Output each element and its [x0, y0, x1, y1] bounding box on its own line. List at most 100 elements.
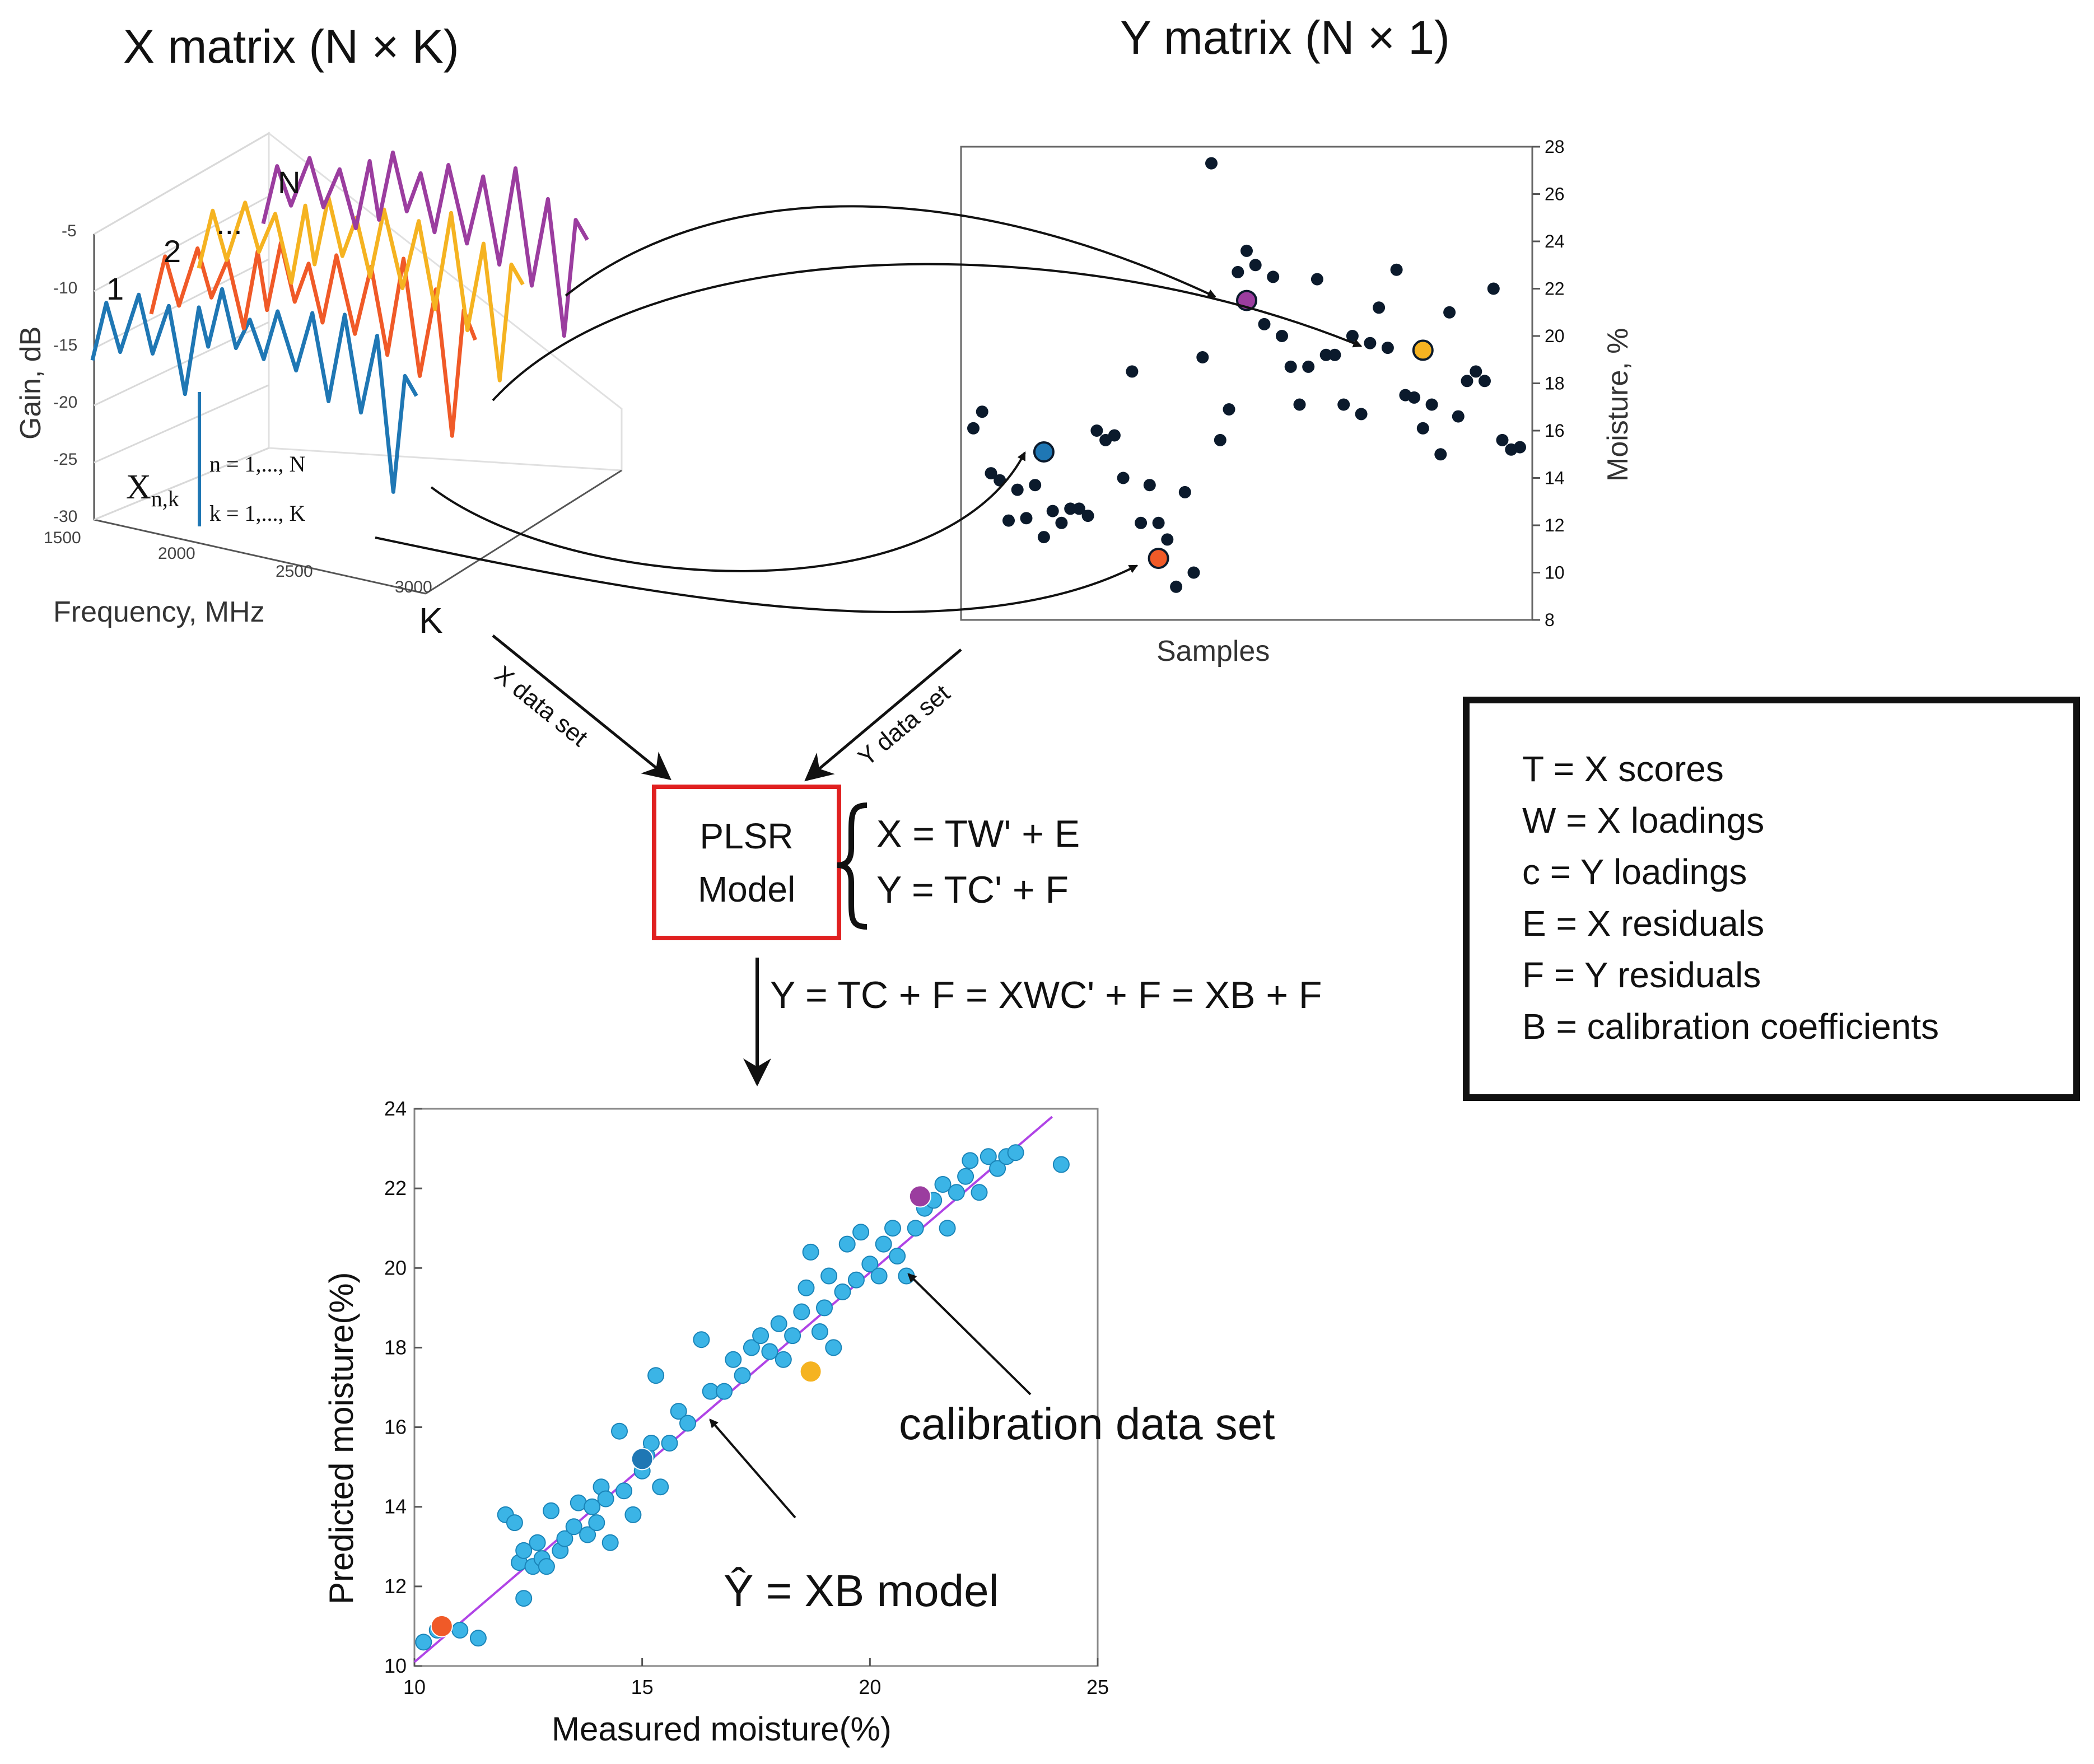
derivation-equation: Y = TC + F = XWC' + F = XB + F	[770, 974, 1322, 1016]
predicted-tick-label: 22	[384, 1177, 407, 1200]
predicted-tick-label: 10	[384, 1654, 407, 1677]
calibration-point	[615, 1482, 633, 1500]
moisture-tick-label: 26	[1545, 184, 1565, 204]
element-label: Xn,k	[126, 468, 179, 511]
calibration-point	[761, 1343, 778, 1360]
legend-item: T = X scores	[1522, 749, 1724, 789]
y-data-set-arrow	[804, 648, 962, 782]
sample-point	[1126, 365, 1139, 378]
calibration-point	[811, 1323, 828, 1340]
spectrum-series-N	[261, 150, 589, 338]
samples-plot-frame	[960, 146, 1533, 621]
sample-point	[1081, 510, 1094, 522]
calibration-point	[597, 1490, 614, 1508]
model-fit-line	[413, 1116, 1053, 1663]
calibration-point	[515, 1590, 533, 1607]
calibration-point	[989, 1160, 1006, 1177]
model-equation-x: X = TW' + E	[876, 813, 1080, 855]
sample-point	[1267, 270, 1280, 283]
predicted-tick-label: 14	[384, 1495, 407, 1518]
sample-point	[1479, 375, 1491, 388]
calibration-point	[802, 1243, 819, 1261]
calibration-point	[752, 1327, 769, 1345]
gain-tick: -15	[53, 336, 77, 354]
calibration-point	[948, 1184, 965, 1201]
sample-point	[1152, 516, 1165, 529]
sample-point	[1258, 318, 1271, 330]
measured-tick-label: 20	[859, 1676, 881, 1698]
calibration-point	[506, 1514, 523, 1532]
calibration-point	[1052, 1156, 1070, 1173]
sample-point	[1214, 433, 1226, 446]
moisture-ticks: 28 26 24 22 20 18 16 14 12 10 8	[1532, 137, 1565, 630]
calibration-point	[816, 1299, 833, 1317]
calibration-ticks: 10 15 20 25 24 22 20 18 16 14 12 10	[384, 1097, 1109, 1698]
calibration-point	[529, 1534, 546, 1551]
calibration-point	[415, 1634, 432, 1651]
sample-point	[1064, 502, 1077, 515]
calibration-point	[451, 1622, 469, 1639]
samples-axis-label: Samples	[1156, 635, 1270, 668]
sample-point	[1487, 282, 1500, 295]
sample-point	[1364, 337, 1377, 349]
calibration-point	[861, 1256, 879, 1273]
calibration-point	[693, 1331, 710, 1348]
y-matrix-title: Y matrix (N × 1)	[1120, 11, 1450, 64]
calibration-annotation-arrow	[907, 1273, 1032, 1396]
sample-point	[1002, 514, 1015, 527]
calibration-point	[579, 1526, 596, 1543]
series-label-2: 2	[164, 234, 181, 269]
plsr-model: PLSR Model X = TW' + E Y = TC' + F	[652, 785, 1080, 940]
sample-point	[1135, 516, 1148, 529]
sample-point	[967, 422, 980, 435]
plsr-model-box	[652, 785, 841, 940]
series-label-ellipsis: ...	[216, 206, 242, 241]
sample-point	[1108, 429, 1121, 442]
sample-point	[1337, 398, 1350, 411]
legend-item: E = X residuals	[1522, 903, 1764, 944]
spectra-gridline	[94, 447, 269, 521]
series-label-n: N	[278, 165, 300, 200]
plsr-model-line1: PLSR	[699, 816, 793, 856]
sample-point	[1381, 342, 1394, 354]
model-annotation-arrow	[709, 1418, 796, 1519]
moisture-tick-label: 18	[1545, 374, 1565, 394]
sample-point	[1161, 533, 1174, 546]
equation-brace	[837, 802, 868, 930]
measured-tick-label: 15	[631, 1676, 654, 1698]
sample-point	[1319, 348, 1332, 361]
gain-tick: -5	[62, 222, 77, 240]
calibration-point	[642, 1435, 660, 1452]
moisture-tick-label: 16	[1545, 421, 1565, 441]
sample-point	[1037, 531, 1050, 544]
symbol-legend: T = X scores W = X loadings c = Y loadin…	[1463, 697, 2080, 1101]
measured-tick-label: 10	[403, 1676, 426, 1698]
sample-point	[1020, 512, 1033, 525]
highlighted-sample-point	[1033, 441, 1055, 463]
predicted-tick-label: 16	[384, 1416, 407, 1439]
frequency-axis-label: Frequency, MHz	[53, 596, 265, 628]
highlighted-calibration-point	[430, 1614, 453, 1637]
sample-point	[1223, 403, 1235, 416]
calibration-point	[852, 1224, 870, 1241]
calibration-point	[934, 1176, 952, 1193]
measured-tick-label: 25	[1086, 1676, 1109, 1698]
calibration-point	[962, 1152, 979, 1169]
series-label-1: 1	[106, 271, 124, 306]
moisture-tick-label: 24	[1545, 231, 1565, 251]
arrow-purple-spectrum-to-sample	[565, 205, 1217, 298]
calibration-point	[907, 1220, 924, 1237]
sample-point	[1416, 422, 1429, 435]
calibration-point	[565, 1518, 582, 1536]
frequency-tick: 2000	[158, 544, 195, 563]
calibration-point	[652, 1478, 669, 1496]
calibration-point	[939, 1220, 956, 1237]
calibration-point	[601, 1534, 619, 1551]
arrow-orange-spectrum-to-sample	[492, 263, 1363, 402]
moisture-tick-label: 10	[1545, 563, 1565, 583]
calibration-point	[971, 1184, 988, 1201]
sample-point	[1046, 505, 1059, 517]
calibration-point	[725, 1351, 742, 1368]
